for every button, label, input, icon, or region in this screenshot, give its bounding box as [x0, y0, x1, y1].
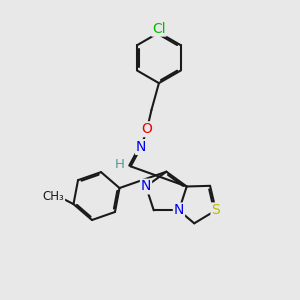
Text: N: N — [136, 140, 146, 154]
Text: S: S — [212, 203, 220, 217]
Text: N: N — [174, 203, 184, 218]
Text: H: H — [114, 158, 124, 171]
Text: O: O — [142, 122, 152, 136]
Text: N: N — [141, 179, 151, 194]
Text: Cl: Cl — [152, 22, 166, 36]
Text: CH₃: CH₃ — [43, 190, 64, 202]
